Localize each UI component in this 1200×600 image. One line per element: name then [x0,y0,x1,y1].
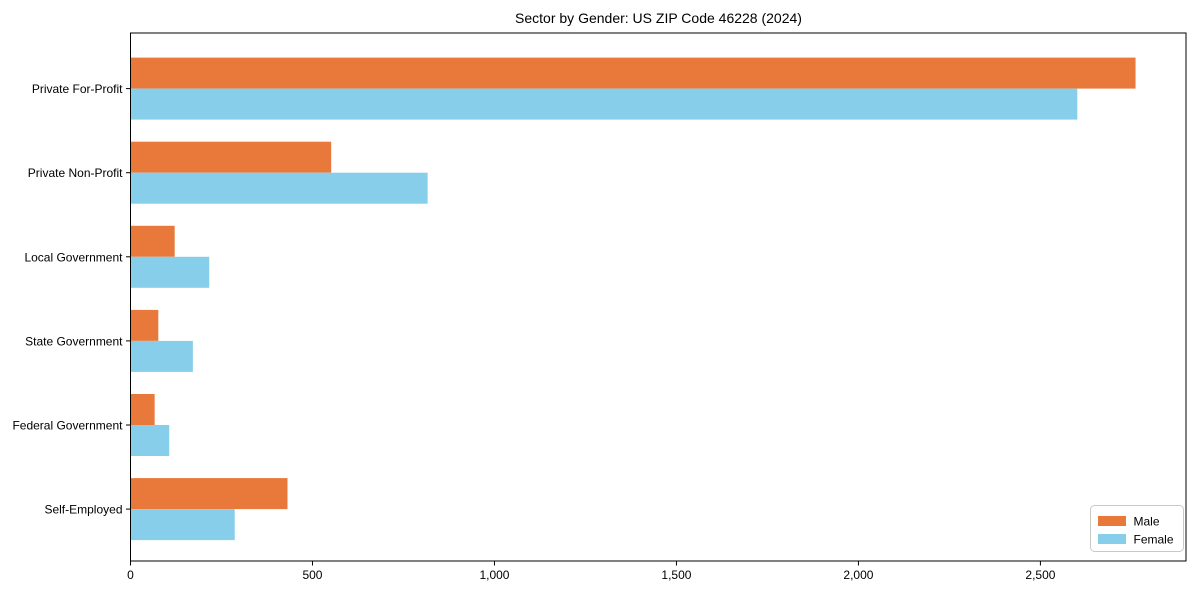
bar-male-5 [131,478,288,510]
y-tick-label-5: Self-Employed [44,503,122,517]
bar-female-3 [131,340,193,372]
x-tick-label-0: 0 [127,568,134,582]
bar-male-2 [131,225,175,257]
x-tick-label-2: 1,000 [479,568,509,582]
bar-female-1 [131,172,428,204]
x-tick-label-4: 2,000 [843,568,873,582]
bar-female-0 [131,88,1078,120]
bar-female-5 [131,509,235,541]
y-tick-label-2: Local Government [24,250,123,264]
y-tick-label-4: Federal Government [12,419,123,433]
legend-swatch-male [1098,516,1126,526]
y-tick-label-3: State Government [25,334,123,348]
chart-title: Sector by Gender: US ZIP Code 46228 (202… [515,10,802,26]
x-tick-label-5: 2,500 [1025,568,1055,582]
bar-female-4 [131,425,170,456]
bar-female-2 [131,256,210,288]
legend-label-female: Female [1134,533,1174,547]
y-tick-label-0: Private For-Profit [32,82,123,96]
bar-male-3 [131,309,159,341]
bar-male-4 [131,394,155,425]
bar-male-0 [131,57,1136,89]
y-tick-label-1: Private Non-Profit [28,166,123,180]
legend-label-male: Male [1134,515,1160,529]
legend-swatch-female [1098,534,1126,544]
x-tick-label-1: 500 [302,568,322,582]
plot-border [130,32,1187,562]
bar-male-1 [131,141,332,173]
x-tick-label-3: 1,500 [661,568,691,582]
